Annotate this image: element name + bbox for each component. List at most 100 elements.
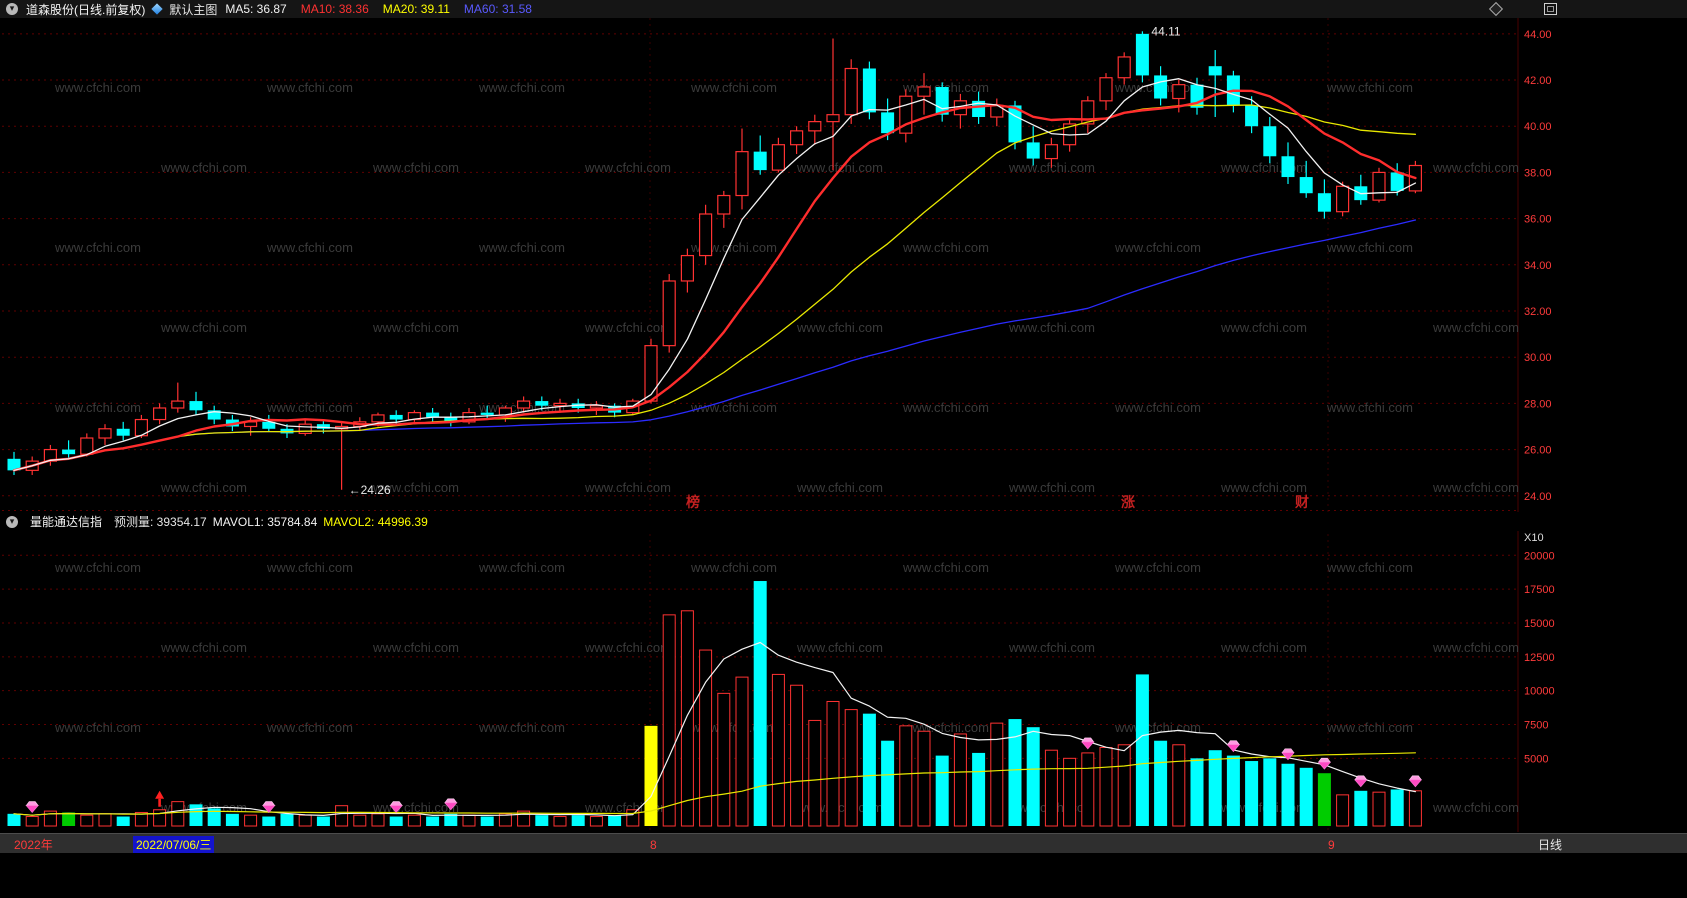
watermark-text: www.cfchi.com <box>478 240 565 255</box>
watermark-text: www.cfchi.com <box>160 640 247 655</box>
gem-marker-icon <box>1317 761 1332 770</box>
gem-marker-icon <box>1408 779 1423 788</box>
watermark-text: www.cfchi.com <box>690 80 777 95</box>
volume-bar <box>1026 727 1040 826</box>
indicator-value-label: 预测量: 39354.17 <box>114 515 207 529</box>
candle-body <box>98 428 112 439</box>
volume-axis-unit: X10 <box>1524 532 1544 544</box>
watermark-text: www.cfchi.com <box>796 160 883 175</box>
watermark-text: www.cfchi.com <box>1220 480 1307 495</box>
gem-marker-icon <box>389 805 403 813</box>
volume-bar <box>1063 757 1077 827</box>
candle-body <box>1335 185 1350 213</box>
candles-layer[interactable] <box>7 31 1423 490</box>
selected-date[interactable]: 2022/07/06/三 <box>133 836 215 853</box>
date-axis-bar[interactable]: 2022年 2022/07/06/三 8 9 日线 <box>0 833 1687 853</box>
volume-bar <box>116 816 130 826</box>
watermark-text: www.cfchi.com <box>584 480 671 495</box>
candle-body <box>535 401 549 406</box>
volume-bar <box>1245 761 1259 826</box>
layout-label: 默认主图 <box>169 2 218 17</box>
watermark-text: www.cfchi.com <box>902 560 989 575</box>
candle-body <box>1372 171 1386 201</box>
gem-marker-icon <box>1408 775 1423 781</box>
watermark-text: www.cfchi.com <box>372 480 459 495</box>
volume-axis-label: 12500 <box>1524 652 1555 664</box>
volume-bar <box>25 816 39 827</box>
volume-bar <box>1081 752 1095 827</box>
volume-bar <box>498 813 512 827</box>
gem-marker-icon <box>444 802 458 811</box>
candle-body <box>7 458 21 471</box>
candle-body <box>153 407 167 421</box>
volume-bar <box>43 810 57 827</box>
volume-bar <box>553 816 567 827</box>
indicator-title: 量能通达信指 <box>30 515 103 529</box>
volume-bar <box>1208 750 1222 826</box>
price-axis-label: 34.00 <box>1524 260 1552 272</box>
red-watermark-char: 涨 <box>1121 494 1135 510</box>
candle-body <box>189 401 203 411</box>
volume-bar <box>1117 744 1131 827</box>
candle-body <box>680 254 695 282</box>
watermark-text: www.cfchi.com <box>266 720 353 735</box>
candle-body <box>1135 33 1149 76</box>
panel-icon[interactable] <box>1544 3 1557 15</box>
high-price-annotation: 44.11 <box>1151 24 1180 38</box>
volume-bar <box>972 752 986 826</box>
watermark-text: www.cfchi.com <box>160 320 247 335</box>
candle-body <box>771 144 786 171</box>
mavol-line-mavol2 <box>13 752 1417 816</box>
watermark-text: www.cfchi.com <box>796 320 883 335</box>
month-mark[interactable]: 8 <box>650 838 657 852</box>
watermark-text: www.cfchi.com <box>1432 800 1519 815</box>
candle-body <box>80 437 94 455</box>
volume-axis-label: 7500 <box>1524 719 1548 731</box>
month-mark[interactable]: 9 <box>1328 838 1335 852</box>
volume-bars-layer[interactable] <box>7 581 1422 827</box>
volume-bar <box>753 581 767 826</box>
volume-bar <box>535 815 549 826</box>
main-chart-header: ▾ 道森股份(日线.前复权) 默认主图 MA5: 36.87 MA10: 38.3… <box>0 0 1687 18</box>
volume-bar <box>1226 755 1240 826</box>
candle-body <box>480 412 494 415</box>
volume-bar <box>953 733 967 827</box>
price-axis-label: 36.00 <box>1524 214 1552 226</box>
year-label[interactable]: 2022年 <box>14 838 53 852</box>
collapse-icon[interactable]: ▾ <box>6 3 18 15</box>
indicator-value-label: MAVOL1: 35784.84 <box>212 515 318 529</box>
annotation-layer: 44.11 ←24.26 榜 涨 财 <box>349 24 1309 510</box>
diamond-icon[interactable] <box>1488 1 1504 17</box>
volume-bar <box>316 816 330 826</box>
candle-body <box>62 449 76 455</box>
volume-bar <box>589 816 603 827</box>
candle-body <box>207 410 221 420</box>
watermark-text: www.cfchi.com <box>160 160 247 175</box>
watermark-text: www.cfchi.com <box>1326 560 1413 575</box>
watermark-text: www.cfchi.com <box>902 240 989 255</box>
gem-marker-icon <box>262 805 276 813</box>
indicator-collapse-icon[interactable]: ▾ <box>6 515 18 528</box>
candle-body <box>1099 77 1113 102</box>
watermark-text: www.cfchi.com <box>54 400 141 415</box>
watermark-text: www.cfchi.com <box>796 480 883 495</box>
volume-bar <box>1008 719 1022 826</box>
volume-bar <box>1190 758 1204 826</box>
candle-body <box>553 402 567 407</box>
gem-icon[interactable] <box>151 3 163 15</box>
candle-body <box>808 121 822 132</box>
watermark-text: www.cfchi.com <box>54 560 141 575</box>
ma-values: MA5: 36.87 MA10: 38.36 MA20: 39.11 MA60: 31… <box>225 2 546 16</box>
watermark-text: www.cfchi.com <box>584 640 671 655</box>
volume-bar <box>462 814 476 827</box>
ma-value-label: MA5: 36.87 <box>225 2 287 16</box>
volume-axis-label: 10000 <box>1524 686 1555 698</box>
watermark-text: www.cfchi.com <box>478 80 565 95</box>
candle-body <box>698 213 713 257</box>
price-axis-label: 38.00 <box>1524 167 1552 179</box>
candle-body <box>1281 156 1295 178</box>
candle-body <box>589 405 604 409</box>
candle-body <box>316 424 330 429</box>
volume-bar <box>1299 767 1313 826</box>
